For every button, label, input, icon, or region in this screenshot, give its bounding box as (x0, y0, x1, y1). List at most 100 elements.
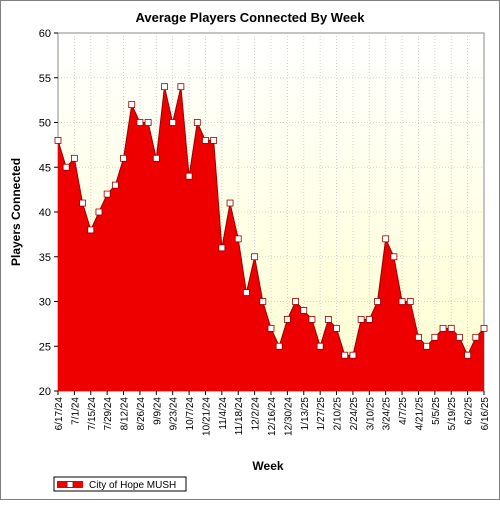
y-tick-label: 35 (39, 252, 51, 264)
data-point-marker (70, 154, 78, 162)
x-tick-label: 9/9/24 (152, 397, 163, 425)
legend-label: City of Hope MUSH (89, 480, 176, 491)
x-tick-label: 1/27/25 (316, 397, 327, 431)
y-axis-label: Players Connected (9, 158, 23, 266)
data-point-marker (472, 333, 480, 341)
data-point-marker (185, 172, 193, 180)
data-point-marker (300, 307, 308, 314)
x-tick-label: 7/29/24 (103, 397, 114, 431)
x-tick-label: 7/15/24 (87, 397, 98, 431)
data-point-marker (152, 154, 160, 162)
data-point-marker (423, 342, 431, 350)
data-point-marker (144, 119, 152, 126)
data-point-marker (390, 253, 398, 261)
data-point-marker (234, 235, 242, 243)
x-tick-label: 7/1/24 (70, 397, 81, 425)
x-tick-label: 12/2/24 (251, 397, 262, 431)
x-tick-label: 8/26/24 (136, 397, 147, 431)
data-point-marker (398, 298, 406, 305)
x-axis: 6/17/24 7/1/24 7/15/24 7/29/24 8/12/24 8/26/2… (54, 391, 491, 436)
data-point-marker (406, 298, 414, 305)
data-point-marker (95, 208, 103, 216)
data-point-marker (202, 136, 209, 144)
data-point-marker (62, 163, 70, 171)
data-point-marker (415, 333, 422, 341)
data-point-marker (382, 235, 390, 243)
y-tick-label: 20 (39, 386, 51, 398)
data-point-marker (111, 181, 119, 189)
x-tick-label: 2/10/25 (333, 397, 344, 431)
data-point-marker (316, 342, 324, 350)
legend-box (53, 476, 187, 492)
data-point-marker (341, 351, 349, 359)
chart-title: Average Players Connected By Week (135, 10, 365, 25)
data-point-marker (480, 324, 488, 332)
data-point-marker (226, 199, 234, 207)
x-tick-label: 11/18/24 (234, 397, 245, 436)
legend: City of Hope MUSH (53, 476, 187, 492)
data-point-marker (431, 333, 439, 341)
x-tick-label: 12/30/24 (283, 397, 294, 436)
data-point-marker (447, 324, 455, 332)
data-point-marker (120, 154, 127, 162)
data-point-marker (308, 315, 316, 323)
x-tick-label: 10/21/24 (201, 397, 212, 436)
x-tick-label: 8/12/24 (120, 397, 131, 431)
data-point-marker (267, 324, 275, 332)
marker-layer (54, 83, 488, 359)
x-tick-label: 12/16/24 (267, 397, 278, 436)
data-point-marker (365, 315, 373, 323)
y-tick-label: 40 (39, 207, 51, 219)
x-tick-label: 11/4/24 (218, 397, 229, 430)
data-point-marker (243, 289, 250, 296)
data-point-marker (349, 351, 357, 359)
data-point-marker (169, 119, 177, 126)
x-tick-label: 2/24/25 (349, 397, 360, 431)
data-point-marker (210, 136, 218, 144)
x-tick-label: 1/13/25 (300, 397, 311, 431)
x-tick-label: 6/2/25 (464, 397, 475, 425)
data-point-marker (374, 298, 381, 305)
y-tick-label: 25 (39, 341, 51, 353)
x-tick-label: 9/23/24 (169, 397, 180, 431)
y-tick-label: 60 (39, 28, 51, 40)
data-point-marker (464, 351, 472, 359)
data-point-marker (218, 244, 226, 252)
data-point-marker (292, 298, 299, 305)
x-tick-label: 6/16/25 (480, 397, 491, 431)
data-point-marker (456, 333, 463, 341)
x-tick-label: 4/21/25 (414, 397, 425, 431)
data-point-marker (283, 315, 291, 323)
data-point-marker (87, 226, 95, 234)
x-tick-label: 6/17/24 (54, 397, 65, 431)
x-tick-label: 3/24/25 (382, 397, 393, 431)
x-tick-label: 3/10/25 (365, 397, 376, 431)
data-point-marker (54, 136, 62, 144)
data-point-marker (177, 83, 185, 91)
data-point-marker (136, 119, 144, 126)
data-point-marker (251, 253, 259, 261)
x-tick-label: 4/7/25 (398, 397, 409, 425)
data-point-marker (79, 199, 86, 207)
series-area (58, 86, 484, 391)
data-point-marker (275, 342, 283, 350)
y-tick-label: 45 (39, 162, 51, 174)
data-point-marker (439, 324, 447, 332)
data-point-marker (333, 324, 340, 332)
y-tick-label: 30 (39, 297, 51, 309)
x-tick-label: 5/19/25 (447, 397, 458, 431)
x-tick-label: 5/5/25 (431, 397, 442, 425)
y-axis: 20 25 30 35 40 45 50 55 60 (39, 28, 58, 398)
data-point-marker (161, 83, 168, 91)
data-point-marker (259, 298, 267, 305)
x-axis-label: Week (252, 459, 283, 473)
data-point-marker (324, 315, 332, 323)
legend-marker (66, 481, 74, 488)
x-tick-label: 10/7/24 (185, 397, 196, 431)
y-tick-label: 50 (39, 118, 51, 130)
data-point-marker (357, 315, 365, 323)
y-tick-label: 55 (39, 73, 51, 85)
data-point-marker (128, 101, 136, 108)
data-point-marker (103, 190, 111, 198)
